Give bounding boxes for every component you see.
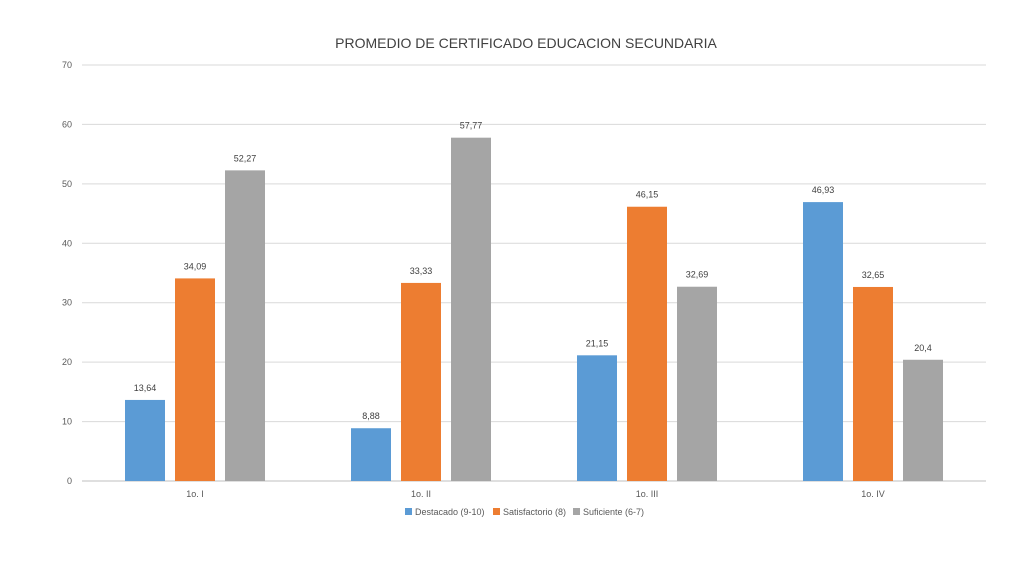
legend-label: Destacado (9-10) [415, 507, 485, 517]
bar [803, 202, 843, 481]
data-label: 13,64 [134, 383, 157, 393]
data-label: 52,27 [234, 153, 257, 163]
x-tick-label: 1o. II [411, 489, 431, 499]
bar [903, 359, 943, 481]
y-tick-label: 30 [62, 298, 72, 308]
bar [351, 428, 391, 481]
data-label: 46,93 [812, 185, 835, 195]
y-tick-label: 20 [62, 357, 72, 367]
bar [451, 137, 491, 481]
x-tick-label: 1o. III [636, 489, 659, 499]
data-label: 20,4 [914, 343, 932, 353]
bar [175, 278, 215, 481]
legend-item: Satisfactorio (8) [493, 507, 566, 517]
legend-swatch [573, 508, 580, 515]
bar [577, 355, 617, 481]
bar [125, 399, 165, 481]
gridlines [82, 64, 986, 482]
data-label: 21,15 [586, 338, 609, 348]
x-tick-label: 1o. IV [861, 489, 885, 499]
x-axis-ticks: 1o. I 1o. II 1o. III 1o. IV [186, 489, 885, 499]
x-tick-label: 1o. I [186, 489, 204, 499]
y-axis-ticks: 0 10 20 30 40 50 60 70 [62, 60, 72, 486]
data-label: 33,33 [410, 266, 433, 276]
legend-item: Destacado (9-10) [405, 507, 485, 517]
y-tick-label: 70 [62, 60, 72, 70]
bars [125, 137, 943, 482]
y-tick-label: 10 [62, 417, 72, 427]
legend-label: Suficiente (6-7) [583, 507, 644, 517]
legend-swatch [493, 508, 500, 515]
bar [853, 286, 893, 481]
legend: Destacado (9-10) Satisfactorio (8) Suficie… [405, 507, 644, 517]
bar [225, 170, 265, 481]
data-label: 34,09 [184, 261, 207, 271]
y-tick-label: 40 [62, 238, 72, 248]
bar [677, 286, 717, 481]
legend-item: Suficiente (6-7) [573, 507, 644, 517]
data-label: 8,88 [362, 411, 380, 421]
data-labels: 13,64 34,09 52,27 8,88 33,33 57,77 21,15 46,15 3… [134, 121, 932, 422]
bar [627, 206, 667, 482]
chart-title: PROMEDIO DE CERTIFICADO EDUCACION SECUND… [335, 35, 717, 51]
data-label: 57,77 [460, 121, 483, 131]
legend-swatch [405, 508, 412, 515]
data-label: 46,15 [636, 190, 659, 200]
data-label: 32,69 [686, 270, 709, 280]
legend-label: Satisfactorio (8) [503, 507, 566, 517]
bar [401, 282, 441, 481]
y-tick-label: 50 [62, 179, 72, 189]
y-tick-label: 60 [62, 119, 72, 129]
y-tick-label: 0 [67, 476, 72, 486]
data-label: 32,65 [862, 270, 885, 280]
